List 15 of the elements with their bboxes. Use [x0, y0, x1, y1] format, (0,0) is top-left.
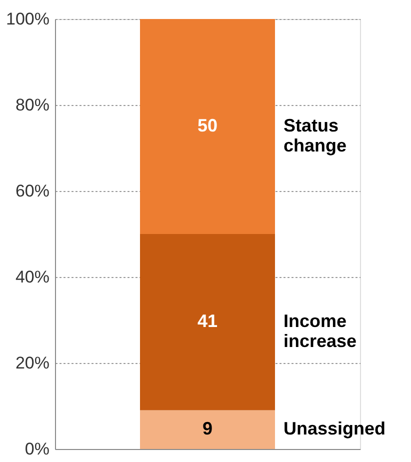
- series-label: Income increase: [284, 311, 357, 352]
- y-tick-label: 100%: [6, 10, 50, 28]
- y-tick-label: 20%: [15, 354, 50, 372]
- series-label: Status change: [284, 116, 347, 156]
- y-tick-label: 60%: [15, 182, 50, 200]
- data-label: 50: [197, 116, 218, 136]
- series-label: Unassigned: [284, 418, 386, 439]
- y-tick-label: 40%: [15, 268, 50, 286]
- y-tick-label: 0%: [24, 440, 50, 458]
- bar: [140, 19, 275, 234]
- data-label: 41: [197, 311, 218, 332]
- bar: [140, 410, 275, 449]
- y-tick-label: 80%: [15, 96, 50, 114]
- data-label: 9: [202, 418, 213, 439]
- bar: [140, 234, 275, 410]
